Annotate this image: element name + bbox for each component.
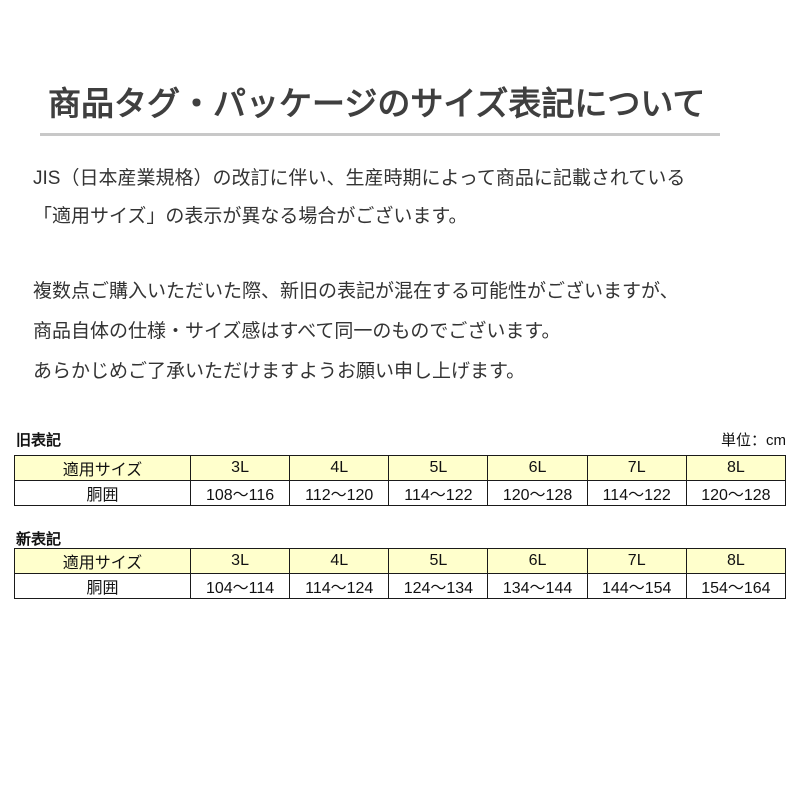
old-header-cell-8l: 8L: [685, 455, 787, 481]
note-line-2: 商品自体の仕様・サイズ感はすべて同一のものでございます。: [33, 321, 561, 342]
new-header-cell-6l: 6L: [487, 548, 588, 574]
new-header-cell-label: 適用サイズ: [14, 548, 191, 574]
old-value-cell-4l: 112～120: [289, 480, 390, 506]
new-value-cell-4l: 114～124: [289, 573, 390, 599]
new-value-cell-3l: 104～114: [189, 573, 291, 599]
note-line-1: 複数点ご購入いただいた際、新旧の表記が混在する可能性がございますが、: [33, 281, 679, 302]
new-header-cell-3l: 3L: [189, 548, 291, 574]
note-line-3: あらかじめご了承いただけますようお願い申し上げます。: [33, 361, 526, 382]
old-table-label: 旧表記: [16, 432, 62, 449]
unit-label: 単位：cm: [721, 432, 786, 449]
old-header-cell-4l: 4L: [289, 455, 390, 481]
old-value-cell-3l: 108～116: [189, 480, 291, 506]
new-row-label-cell: 胴囲: [14, 573, 191, 599]
old-header-cell-6l: 6L: [487, 455, 588, 481]
new-value-cell-7l: 144～154: [586, 573, 687, 599]
new-header-cell-8l: 8L: [685, 548, 787, 574]
old-table-caption-row: 旧表記 単位：cm: [16, 429, 786, 450]
new-value-cell-8l: 154～164: [685, 573, 787, 599]
intro-paragraph: JIS（日本産業規格）の改訂に伴い、生産時期によって商品に記載されている 「適用…: [33, 160, 778, 236]
new-value-cell-6l: 134～144: [487, 573, 588, 599]
old-value-cell-8l: 120～128: [685, 480, 787, 506]
page-title: 商品タグ・パッケージのサイズ表記について: [48, 85, 706, 122]
intro-line-2: 「適用サイズ」の表示が異なる場合がございます。: [33, 206, 468, 227]
old-size-table: 適用サイズ 3L 4L 5L 6L 7L 8L 胴囲 108～116 112～1…: [14, 455, 787, 506]
old-table-data-row: 胴囲 108～116 112～120 114～122 120～128 114～1…: [14, 480, 787, 506]
new-value-cell-5l: 124～134: [388, 573, 489, 599]
old-row-label-cell: 胴囲: [14, 480, 191, 506]
old-table-header-row: 適用サイズ 3L 4L 5L 6L 7L 8L: [14, 455, 787, 481]
old-header-cell-3l: 3L: [189, 455, 291, 481]
new-table-header-row: 適用サイズ 3L 4L 5L 6L 7L 8L: [14, 548, 787, 574]
old-value-cell-7l: 114～122: [586, 480, 687, 506]
new-header-cell-5l: 5L: [388, 548, 489, 574]
old-header-cell-5l: 5L: [388, 455, 489, 481]
note-paragraph: 複数点ご購入いただいた際、新旧の表記が混在する可能性がございますが、 商品自体の…: [33, 272, 778, 392]
new-table-label: 新表記: [16, 531, 62, 548]
old-value-cell-5l: 114～122: [388, 480, 489, 506]
new-table-caption-row: 新表記: [16, 528, 786, 549]
old-header-cell-7l: 7L: [586, 455, 687, 481]
title-underline: [40, 133, 720, 136]
new-size-table: 適用サイズ 3L 4L 5L 6L 7L 8L 胴囲 104～114 114～1…: [14, 548, 787, 599]
old-header-cell-label: 適用サイズ: [14, 455, 191, 481]
new-table-data-row: 胴囲 104～114 114～124 124～134 134～144 144～1…: [14, 573, 787, 599]
new-header-cell-4l: 4L: [289, 548, 390, 574]
old-value-cell-6l: 120～128: [487, 480, 588, 506]
new-header-cell-7l: 7L: [586, 548, 687, 574]
intro-line-1: JIS（日本産業規格）の改訂に伴い、生産時期によって商品に記載されている: [33, 168, 686, 189]
